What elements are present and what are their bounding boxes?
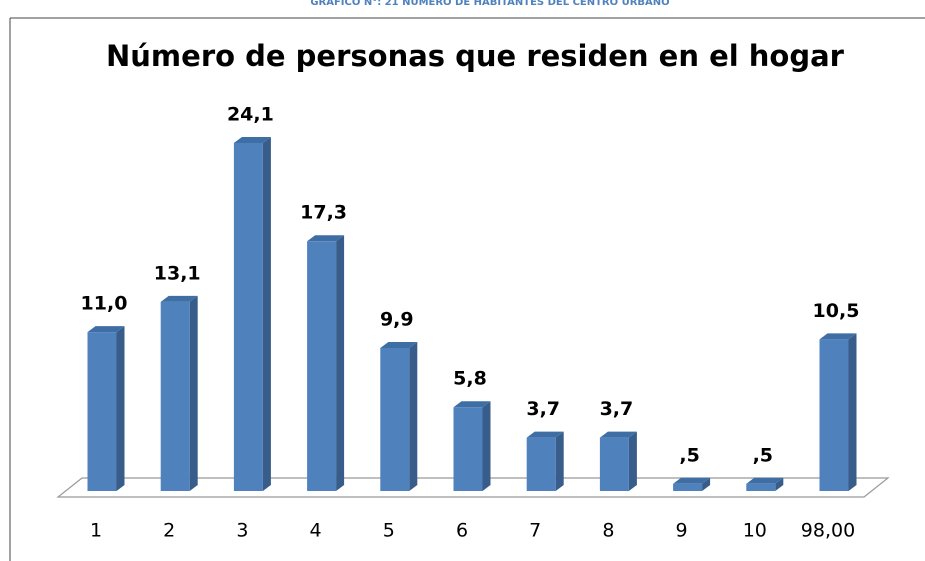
bar xyxy=(526,431,564,491)
bar-top xyxy=(380,342,418,349)
bar-side xyxy=(775,477,784,491)
bar-front xyxy=(599,437,629,491)
x-tick-label: 9 xyxy=(676,520,688,542)
bar-side xyxy=(189,295,198,491)
bar-front xyxy=(160,301,190,491)
bar xyxy=(599,431,637,491)
bar-top xyxy=(233,137,271,143)
bar xyxy=(819,333,857,491)
value-label: 13,1 xyxy=(154,262,201,284)
value-label: 9,9 xyxy=(380,309,414,331)
bar-top xyxy=(526,431,564,438)
bar xyxy=(233,137,271,491)
bar xyxy=(160,295,198,491)
x-tick-label: 8 xyxy=(602,520,614,542)
x-tick-label: 98,00 xyxy=(801,520,855,542)
x-tick-label: 2 xyxy=(163,520,175,542)
value-label: 3,7 xyxy=(526,398,560,420)
value-label: 5,8 xyxy=(453,368,487,390)
bar xyxy=(380,342,418,491)
caption: GRÁFICO N°: 21 NÚMERO DE HABITANTES DEL … xyxy=(310,0,669,8)
bar-front xyxy=(233,143,263,491)
bar-top xyxy=(307,235,345,242)
bar-front xyxy=(526,437,556,491)
bar-side xyxy=(555,431,564,491)
bar-top xyxy=(819,333,857,340)
bar-side xyxy=(482,401,491,491)
x-tick-label: 7 xyxy=(529,520,541,542)
bar xyxy=(87,326,125,491)
value-label: 17,3 xyxy=(300,202,347,224)
bar-top xyxy=(599,431,637,438)
value-label: ,5 xyxy=(753,444,773,466)
bar-side xyxy=(336,235,345,491)
bar-front xyxy=(380,348,410,491)
bar-front xyxy=(673,483,703,491)
bar-front xyxy=(819,339,849,491)
bar-side xyxy=(848,333,857,491)
bar-front xyxy=(453,407,483,491)
bar-top xyxy=(746,477,784,484)
bar-side xyxy=(628,431,637,491)
value-label: ,5 xyxy=(679,444,699,466)
bar-side xyxy=(702,477,711,491)
x-tick-label: 5 xyxy=(383,520,395,542)
bar-side xyxy=(409,342,418,491)
x-tick-label: 1 xyxy=(90,520,102,542)
bar xyxy=(746,477,784,491)
bar-front xyxy=(87,332,117,491)
bar xyxy=(673,477,711,491)
chart-title: Número de personas que residen en el hog… xyxy=(106,39,845,73)
value-label: 11,0 xyxy=(81,293,128,315)
bar-side xyxy=(116,326,125,491)
bar xyxy=(307,235,345,491)
bar-side xyxy=(262,137,271,491)
x-tick-label: 10 xyxy=(743,520,767,542)
bar-front xyxy=(746,483,776,491)
bar-top xyxy=(673,477,711,484)
value-label: 10,5 xyxy=(813,300,860,322)
x-tick-label: 3 xyxy=(236,520,248,542)
x-tick-label: 6 xyxy=(456,520,468,542)
value-label: 3,7 xyxy=(600,398,634,420)
x-tick-label: 4 xyxy=(310,520,322,542)
bar-top xyxy=(160,295,198,302)
bar-top xyxy=(87,326,125,333)
bar-front xyxy=(307,241,337,491)
bar xyxy=(453,401,491,491)
bar-top xyxy=(453,401,491,408)
value-label: 24,1 xyxy=(227,104,274,126)
